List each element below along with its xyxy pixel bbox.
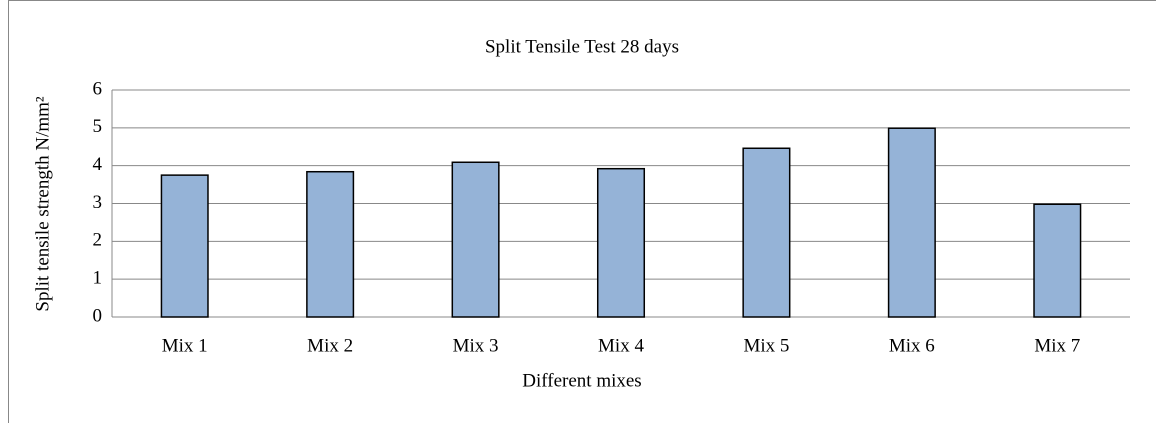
y-tick-label: 2 xyxy=(93,230,103,251)
y-tick-label: 5 xyxy=(93,116,103,137)
x-tick-label: Mix 5 xyxy=(743,335,789,356)
bar xyxy=(742,147,791,318)
bar xyxy=(1033,203,1082,318)
bar xyxy=(306,170,355,318)
y-tick-label: 4 xyxy=(93,154,103,175)
y-axis-title: Split tensile strength N/mm² xyxy=(32,96,53,312)
x-tick-label: Mix 2 xyxy=(307,335,353,356)
y-tick-label: 3 xyxy=(93,192,103,213)
bar xyxy=(596,167,646,318)
bar xyxy=(160,174,209,318)
bar xyxy=(451,161,500,318)
x-axis-title: Different mixes xyxy=(522,370,641,391)
x-tick-label: Mix 1 xyxy=(162,335,208,356)
y-tick-label: 0 xyxy=(93,305,103,326)
x-tick-label: Mix 7 xyxy=(1034,335,1080,356)
chart-title: Split Tensile Test 28 days xyxy=(485,36,679,57)
x-tick-label: Mix 3 xyxy=(453,335,499,356)
x-tick-label: Mix 6 xyxy=(889,335,935,356)
y-tick-label: 1 xyxy=(93,268,103,289)
y-tick-label: 6 xyxy=(93,78,103,99)
bar xyxy=(887,127,936,318)
x-tick-label: Mix 4 xyxy=(598,335,644,356)
